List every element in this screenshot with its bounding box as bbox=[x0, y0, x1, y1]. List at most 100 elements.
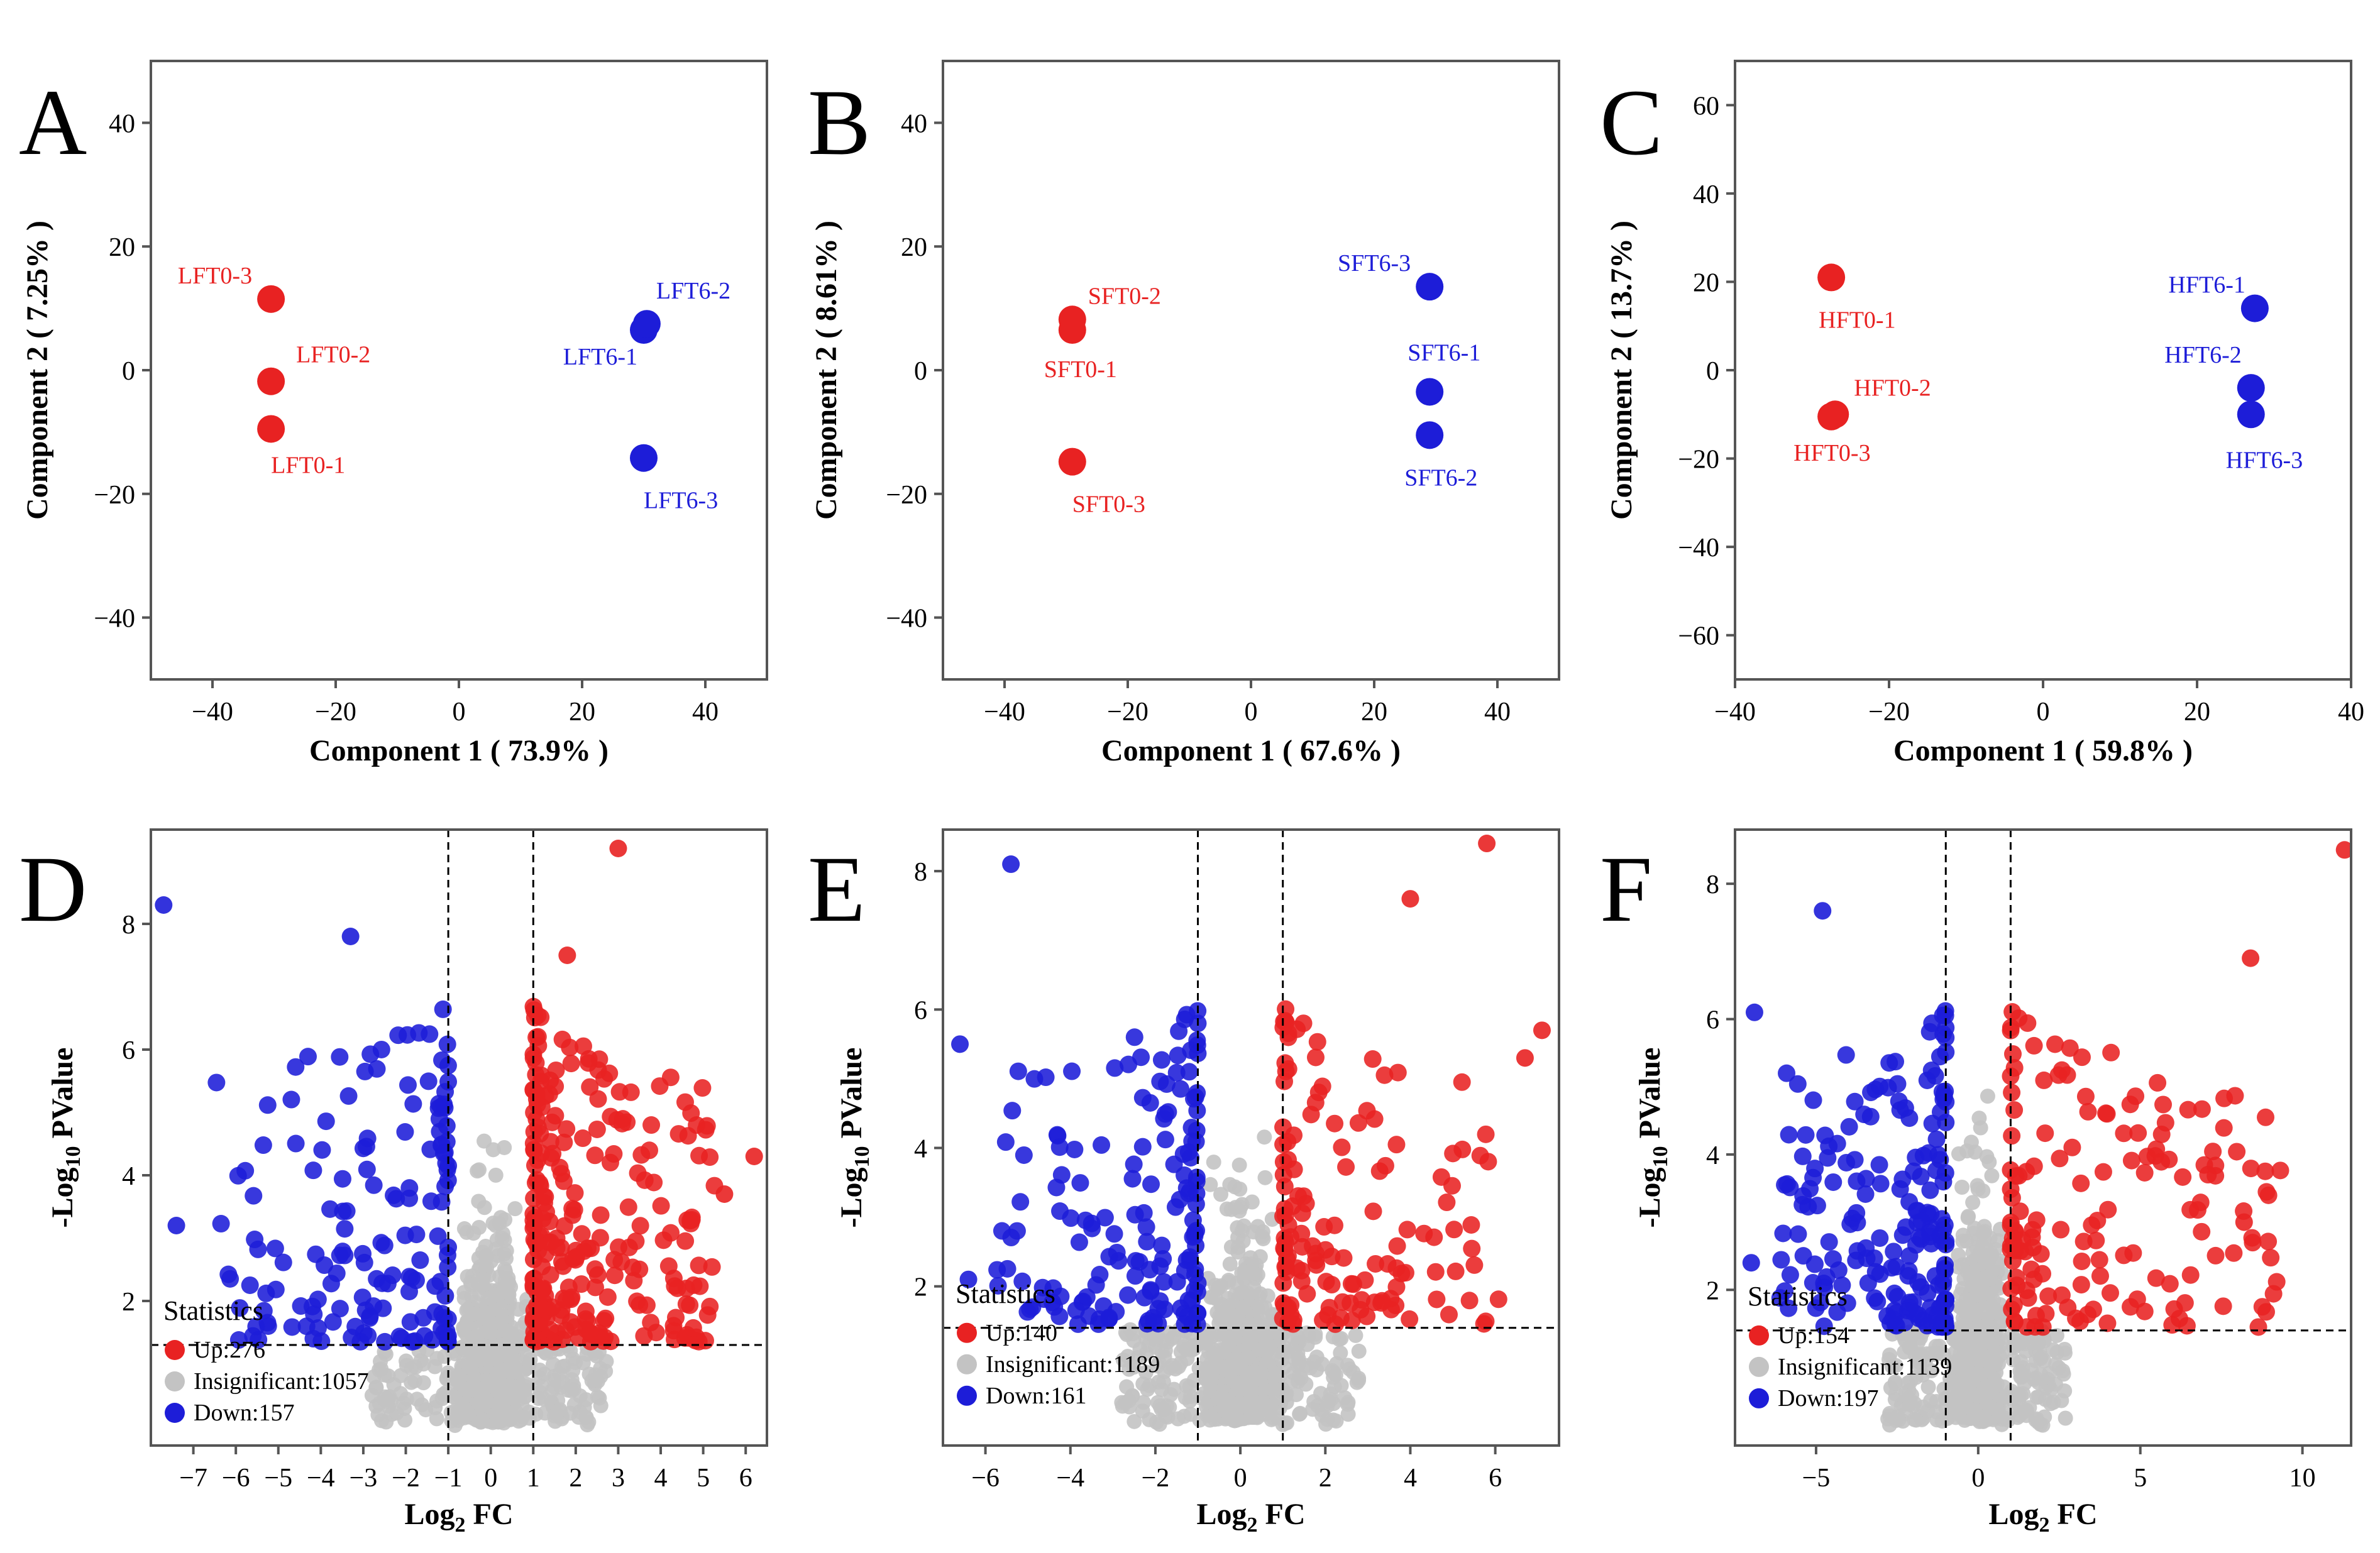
point-down bbox=[378, 1275, 397, 1293]
legend-marker bbox=[1749, 1325, 1769, 1346]
point-up bbox=[2019, 1289, 2037, 1307]
point-insignificant bbox=[1235, 1233, 1251, 1249]
point-up bbox=[2003, 1003, 2022, 1021]
point-down bbox=[1871, 1229, 1889, 1247]
y-tick-label: 4 bbox=[122, 1162, 135, 1191]
legend-marker bbox=[957, 1322, 977, 1343]
point-up bbox=[669, 1125, 688, 1143]
point-down bbox=[1914, 1146, 1932, 1165]
point-up bbox=[1389, 1063, 1407, 1082]
point-down bbox=[1003, 1102, 1022, 1120]
x-axis-title: Log2 FC bbox=[1989, 1498, 2098, 1537]
point-up bbox=[2079, 1102, 2097, 1121]
point-down bbox=[1789, 1225, 1807, 1243]
point-down bbox=[1185, 1090, 1203, 1108]
point-down bbox=[1794, 1247, 1812, 1265]
point-down bbox=[1918, 1071, 1936, 1089]
point-up bbox=[1445, 1221, 1463, 1239]
point-up bbox=[2061, 1039, 2079, 1057]
point-up bbox=[2135, 1163, 2154, 1182]
y-tick-label: 4 bbox=[914, 1135, 927, 1164]
point-insignificant bbox=[1127, 1413, 1142, 1429]
point-down bbox=[1891, 1180, 1909, 1198]
point-down bbox=[1123, 1170, 1142, 1188]
point-down bbox=[1125, 1028, 1143, 1046]
point-insignificant bbox=[466, 1370, 482, 1386]
x-tick-label: 0 bbox=[1245, 698, 1258, 727]
point-up bbox=[2152, 1153, 2171, 1171]
point-insignificant bbox=[1250, 1371, 1266, 1387]
point-insignificant bbox=[1253, 1342, 1269, 1358]
panel-f: F Statistics Up:154 Insignificant:1139 Down:… bbox=[1600, 828, 2352, 1537]
point-insignificant bbox=[409, 1391, 425, 1407]
point-down bbox=[1025, 1070, 1044, 1088]
point-outlier bbox=[167, 1217, 185, 1234]
point-insignificant bbox=[1348, 1327, 1364, 1343]
point-insignificant bbox=[500, 1285, 516, 1301]
point-up bbox=[619, 1198, 637, 1216]
point-down bbox=[396, 1123, 414, 1141]
point-insignificant bbox=[1967, 1402, 1983, 1418]
point-up bbox=[2165, 1300, 2183, 1318]
point-down bbox=[1820, 1233, 1838, 1251]
point-up bbox=[563, 1206, 581, 1224]
point-up bbox=[2024, 1238, 2042, 1256]
legend-title: Statistics bbox=[956, 1278, 1055, 1309]
point-up bbox=[676, 1232, 695, 1250]
point-down bbox=[334, 1243, 352, 1261]
point-down bbox=[1047, 1178, 1066, 1197]
point-insignificant bbox=[1223, 1239, 1239, 1255]
point-outlier bbox=[745, 1148, 763, 1165]
y-tick-label: 20 bbox=[901, 233, 927, 262]
point-up bbox=[2039, 1287, 2058, 1305]
point-insignificant bbox=[2035, 1417, 2051, 1433]
point-insignificant bbox=[1954, 1180, 1970, 1195]
point-down bbox=[1780, 1126, 1798, 1144]
point-down bbox=[1780, 1299, 1798, 1317]
point-insignificant bbox=[1345, 1364, 1361, 1380]
x-tick-label: −6 bbox=[971, 1464, 1000, 1493]
point-up bbox=[2074, 1232, 2093, 1251]
point-up bbox=[532, 1072, 550, 1090]
point-label: SFT0-3 bbox=[1072, 491, 1145, 518]
point-insignificant bbox=[1256, 1322, 1272, 1337]
point-insignificant bbox=[1255, 1231, 1271, 1246]
point-insignificant bbox=[1199, 1351, 1215, 1367]
point-up bbox=[1314, 1311, 1332, 1329]
x-tick-label: 40 bbox=[692, 698, 719, 727]
x-tick-label: −3 bbox=[350, 1464, 378, 1493]
legend-label: Up:276 bbox=[194, 1337, 265, 1363]
point-insignificant bbox=[377, 1391, 392, 1407]
y-tick-label: 20 bbox=[109, 233, 135, 262]
point-down bbox=[1937, 1043, 1955, 1062]
point-down bbox=[1920, 1023, 1939, 1041]
x-tick-label: −2 bbox=[392, 1464, 420, 1493]
legend-title: Statistics bbox=[1748, 1281, 1848, 1312]
point-up bbox=[690, 1256, 708, 1275]
point-down bbox=[1155, 1273, 1173, 1291]
x-tick-label: 5 bbox=[697, 1464, 710, 1493]
point-insignificant bbox=[456, 1285, 472, 1300]
point-up bbox=[2035, 1071, 2053, 1089]
point-up bbox=[1313, 1077, 1331, 1095]
point-sft6-1 bbox=[1416, 378, 1444, 406]
point-down bbox=[1119, 1286, 1137, 1304]
point-insignificant bbox=[1929, 1404, 1944, 1420]
point-insignificant bbox=[536, 1391, 552, 1407]
point-down bbox=[400, 1179, 419, 1197]
point-up bbox=[2002, 1180, 2020, 1199]
point-down bbox=[1074, 1292, 1093, 1310]
point-up bbox=[2152, 1125, 2171, 1143]
point-insignificant bbox=[1986, 1300, 2002, 1316]
legend-label: Insignificant:1057 bbox=[194, 1368, 369, 1395]
point-up bbox=[2154, 1095, 2173, 1114]
point-down bbox=[1182, 1119, 1201, 1137]
point-up bbox=[1288, 1020, 1306, 1038]
point-insignificant bbox=[1292, 1407, 1308, 1422]
x-tick-label: 0 bbox=[1971, 1464, 1985, 1493]
point-insignificant bbox=[407, 1373, 422, 1388]
point-up bbox=[592, 1206, 610, 1224]
point-insignificant bbox=[1340, 1407, 1356, 1422]
point-up bbox=[566, 1184, 584, 1202]
point-insignificant bbox=[1210, 1390, 1226, 1406]
